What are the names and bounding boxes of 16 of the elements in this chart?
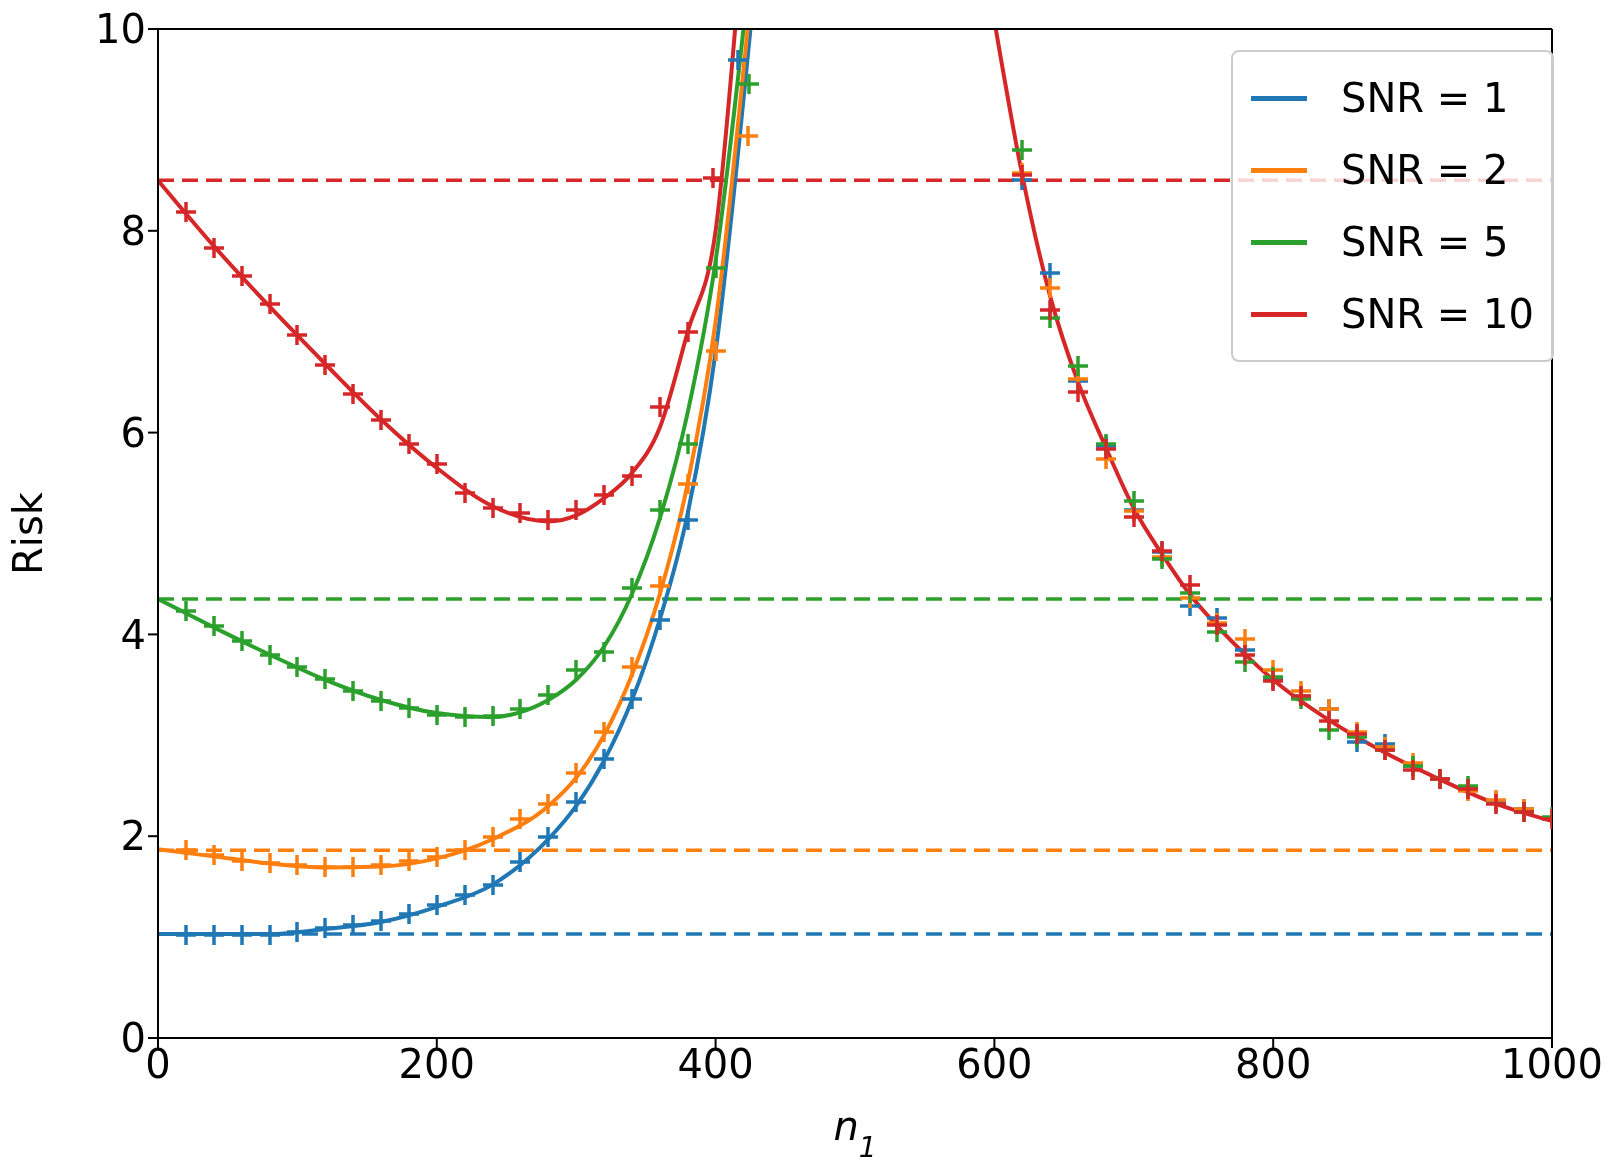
legend-label: SNR = 10 — [1341, 291, 1534, 337]
y-tick-label: 10 — [95, 6, 146, 53]
x-tick-label: 600 — [956, 1041, 1033, 1088]
x-axis-title: n$_{1}$ — [833, 1103, 877, 1164]
y-tick-label: 2 — [120, 813, 146, 860]
y-tick-label: 6 — [120, 409, 146, 456]
x-tick-label: 800 — [1235, 1041, 1312, 1088]
x-tick-label: 400 — [677, 1041, 754, 1088]
x-tick-label: 1000 — [1501, 1041, 1603, 1088]
x-tick-label: 200 — [398, 1041, 475, 1088]
legend-label: SNR = 1 — [1341, 75, 1509, 121]
y-tick-label: 4 — [120, 611, 146, 658]
legend-label: SNR = 5 — [1341, 219, 1509, 265]
legend-label: SNR = 2 — [1341, 147, 1509, 193]
y-axis-title: Risk — [5, 491, 52, 575]
y-tick-label: 8 — [120, 208, 146, 254]
